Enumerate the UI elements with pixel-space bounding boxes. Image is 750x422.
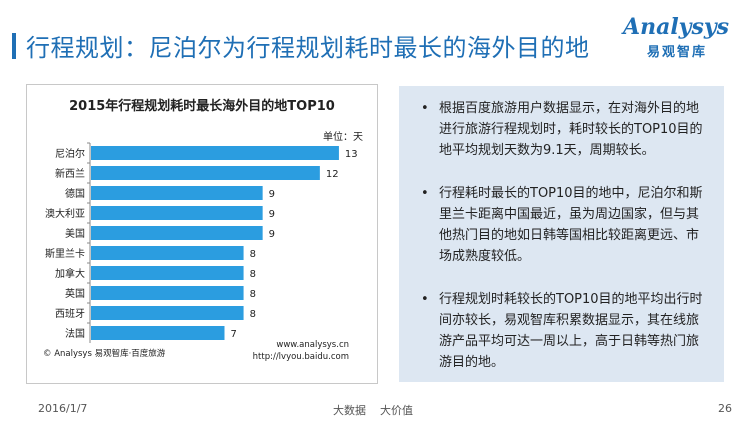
footer-date: 2016/1/7 (38, 402, 88, 415)
insight-text-2: 行程耗时最长的TOP10目的地中，尼泊尔和斯里兰卡距离中国最近，虽为周边国家，但… (439, 186, 703, 264)
category-label: 澳大利亚 (45, 207, 85, 220)
category-label: 美国 (65, 227, 85, 240)
data-label: 8 (250, 269, 256, 280)
category-label: 西班牙 (55, 308, 85, 320)
bar-chart-container: 2015年行程规划耗时最长海外目的地TOP10 单位：天尼泊尔 13 新西兰 12 德国 9… (26, 84, 378, 384)
category-label: 英国 (65, 287, 85, 300)
category-label: 德国 (65, 187, 85, 200)
insights-panel: • 根据百度旅游用户数据显示，在对海外目的地进行旅游行程规划时，耗时较长的TOP… (399, 86, 724, 382)
category-label: 尼泊尔 (55, 147, 85, 160)
bar (91, 326, 225, 340)
data-label: 9 (269, 189, 275, 200)
bullet-dot: • (421, 101, 429, 116)
bar (91, 226, 263, 240)
footer-slogan-1: 大数据 (333, 404, 366, 417)
footer-slogan-2: 大价值 (380, 404, 413, 417)
data-label: 8 (250, 249, 256, 260)
insight-bullet-3: • 行程规划时耗较长的TOP10目的地平均出行时间亦较长，易观智库积累数据显示，… (421, 289, 710, 373)
data-label: 9 (269, 209, 275, 220)
bullet-dot: • (421, 292, 429, 307)
bullet-dot: • (421, 186, 429, 201)
bar (91, 146, 339, 160)
category-label: 法国 (65, 327, 85, 340)
page-number: 26 (718, 402, 732, 415)
data-label: 9 (269, 229, 275, 240)
bar (91, 206, 263, 220)
bar (91, 306, 244, 320)
bar (91, 186, 263, 200)
category-label: 加拿大 (55, 267, 85, 280)
insight-text-3: 行程规划时耗较长的TOP10目的地平均出行时间亦较长，易观智库积累数据显示，其在… (439, 292, 703, 370)
category-label: 斯里兰卡 (45, 247, 85, 260)
insight-bullet-2: • 行程耗时最长的TOP10目的地中，尼泊尔和斯里兰卡距离中国最近，虽为周边国家… (421, 183, 710, 267)
bar (91, 286, 244, 300)
page-title: 行程规划：尼泊尔为行程规划耗时最长的海外目的地 (26, 34, 590, 62)
bar (91, 246, 244, 260)
data-label: 7 (231, 329, 237, 340)
data-label: 13 (345, 149, 358, 160)
data-label: 12 (326, 169, 339, 180)
source-right-url-2: http://lvyou.baidu.com (253, 352, 349, 362)
logo-subtitle: 易观智库 (647, 45, 708, 60)
data-label: 8 (250, 289, 256, 300)
title-accent-bar (12, 33, 16, 59)
analysys-logo: Analysys 易观智库 (615, 14, 743, 66)
logo-wordmark: Analysys (623, 14, 730, 40)
insight-text-1: 根据百度旅游用户数据显示，在对海外目的地进行旅游行程规划时，耗时较长的TOP10… (439, 101, 703, 158)
insight-bullet-1: • 根据百度旅游用户数据显示，在对海外目的地进行旅游行程规划时，耗时较长的TOP… (421, 98, 710, 161)
unit-label: 单位：天 (323, 130, 363, 143)
source-right-url-1: www.analysys.cn (276, 340, 349, 350)
data-label: 8 (250, 309, 256, 320)
chart-title: 2015年行程规划耗时最长海外目的地TOP10 (69, 98, 335, 114)
category-label: 新西兰 (55, 167, 85, 180)
bar (91, 266, 244, 280)
source-left: © Analysys 易观智库·百度旅游 (43, 348, 166, 359)
bar (91, 166, 320, 180)
